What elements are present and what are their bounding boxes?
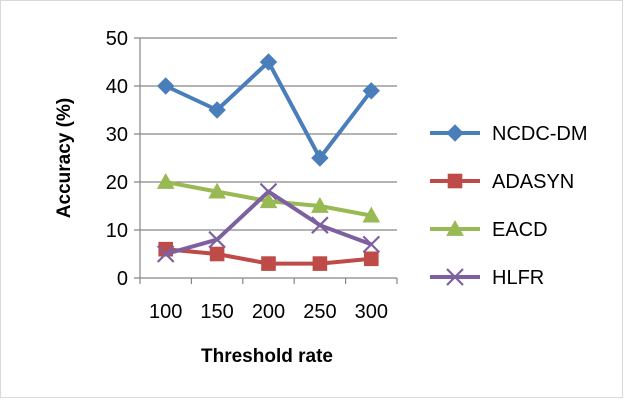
data-point — [364, 251, 379, 267]
legend-label: ADASYN — [492, 171, 574, 193]
data-point — [156, 172, 175, 189]
y-tick-label: 30 — [106, 124, 128, 146]
series-adasyn — [158, 241, 379, 271]
data-point — [209, 246, 225, 262]
x-axis-title: Threshold rate — [201, 346, 333, 367]
legend-label: EACD — [492, 219, 548, 241]
legend-item: NCDC-DM — [430, 123, 588, 145]
data-point — [208, 230, 226, 249]
data-point — [259, 182, 278, 201]
data-point — [156, 77, 175, 95]
legend-item: ADASYN — [430, 171, 574, 193]
y-tick-label: 0 — [117, 268, 128, 290]
x-tick-label: 200 — [252, 301, 285, 323]
y-axis-title: Accuracy (%) — [54, 98, 75, 218]
legend-label: NCDC-DM — [492, 123, 588, 145]
legend-marker — [446, 268, 464, 286]
series-group — [156, 53, 381, 271]
legend-marker — [446, 124, 464, 142]
data-point — [312, 256, 328, 271]
series-ncdc-dm — [156, 53, 381, 167]
data-point — [362, 235, 381, 254]
legend-marker — [447, 173, 463, 189]
y-tick-label: 40 — [106, 76, 128, 98]
data-point — [208, 182, 226, 199]
x-tick-label: 100 — [149, 301, 182, 323]
data-point — [362, 82, 381, 100]
legend-item: EACD — [430, 219, 548, 241]
y-tick-label: 20 — [106, 172, 128, 194]
legend-item: HLFR — [430, 267, 544, 289]
data-point — [311, 149, 329, 167]
series-eacd — [156, 172, 381, 223]
data-point — [259, 53, 278, 71]
data-point — [156, 245, 175, 263]
axes: 0 10 20 30 40 50 100 150 200 250 300 — [106, 28, 398, 323]
chart-border — [0, 0, 623, 398]
data-point — [259, 192, 278, 209]
data-point — [311, 216, 329, 234]
series-hlfr — [156, 182, 381, 263]
gridlines — [140, 37, 397, 231]
y-tick-label: 10 — [106, 220, 128, 242]
legend: NCDC-DM ADASYN EACD HLFR — [430, 123, 588, 289]
data-point — [261, 256, 276, 271]
y-tick-label: 50 — [106, 28, 128, 50]
data-point — [362, 206, 381, 223]
legend-marker — [446, 219, 464, 236]
data-point — [311, 196, 329, 213]
x-tick-label: 300 — [355, 301, 388, 323]
x-tick-label: 250 — [303, 301, 336, 323]
data-point — [208, 101, 226, 119]
x-tick-label: 150 — [200, 301, 233, 323]
legend-label: HLFR — [492, 267, 544, 289]
